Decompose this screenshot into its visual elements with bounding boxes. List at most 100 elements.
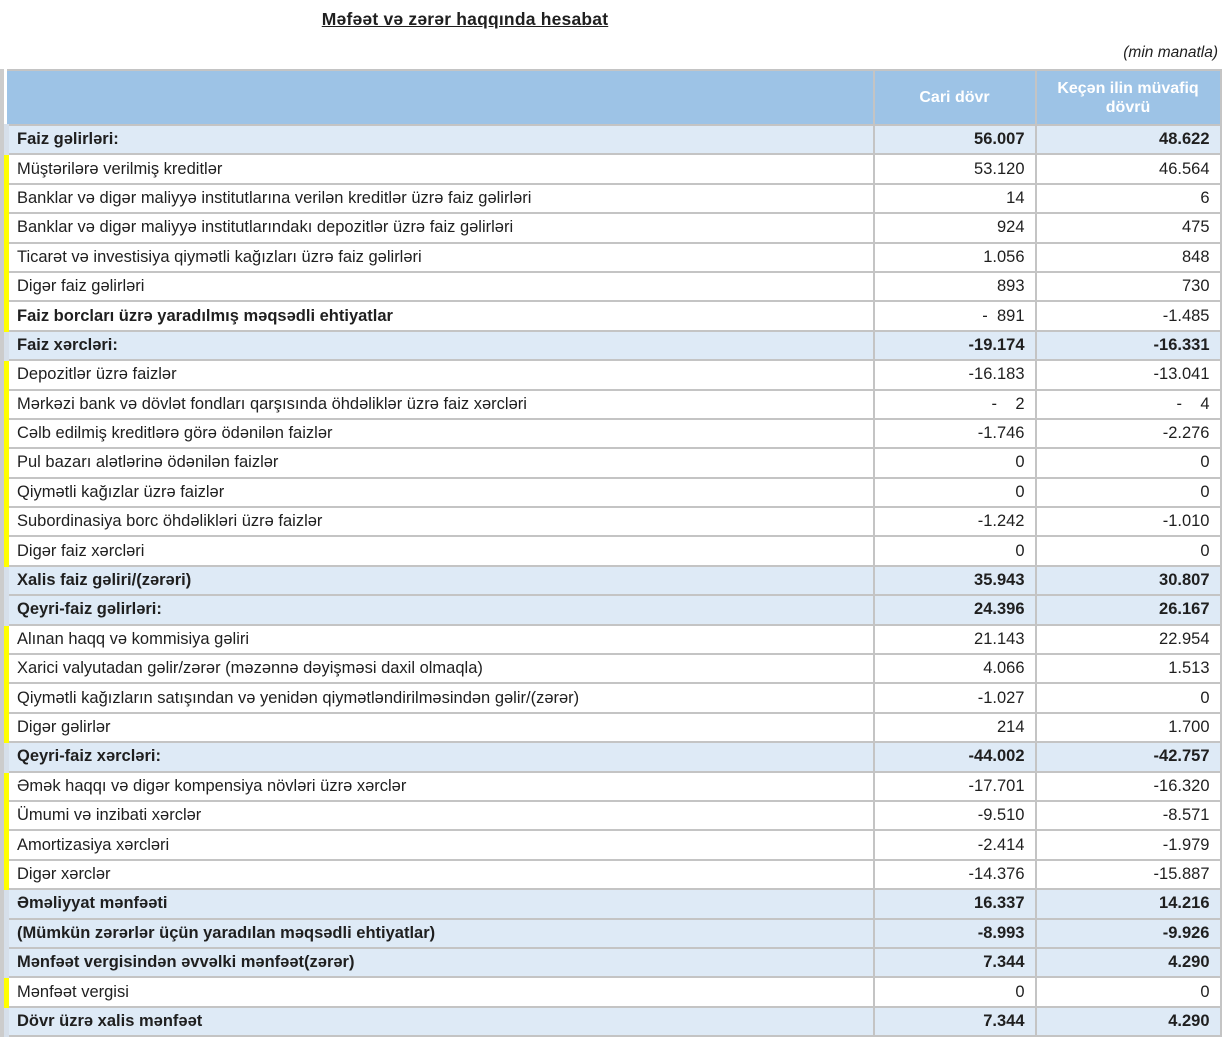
column-header-empty [6, 69, 875, 126]
row-label: Faiz gəlirləri: [4, 123, 875, 156]
row-label: Pul bazarı alətlərinə ödənilən faizlər [4, 447, 875, 479]
current-value: 53.120 [872, 153, 1037, 185]
table-row: Pul bazarı alətlərinə ödənilən faizlər 0… [4, 447, 1222, 479]
current-value: 1.056 [872, 241, 1037, 273]
row-label: Banklar və digər maliyyə institutlarında… [4, 212, 875, 244]
current-value: -44.002 [872, 741, 1037, 773]
row-label: Mənfəət vergisindən əvvəlki mənfəət(zərə… [4, 946, 875, 979]
previous-value: -16.320 [1034, 770, 1222, 802]
previous-value: 4.290 [1034, 1005, 1222, 1038]
row-label: Dövr üzrə xalis mənfəət [4, 1005, 875, 1038]
previous-value: 6 [1034, 182, 1222, 215]
previous-value: 475 [1034, 212, 1222, 244]
table-row: Dövr üzrə xalis mənfəət 7.344 4.290 [4, 1005, 1222, 1038]
table-row: Qiymətli kağızlar üzrə faizlər 0 0 [4, 476, 1222, 509]
previous-value: -1.485 [1034, 300, 1222, 332]
table-row: Əmək haqqı və digər kompensiya növləri ü… [4, 770, 1222, 802]
table-row: Amortizasiya xərcləri -2.414 -1.979 [4, 829, 1222, 861]
previous-value: -1.010 [1034, 506, 1222, 538]
row-label: Müştərilərə verilmiş kreditlər [4, 153, 875, 185]
row-label: Faiz xərcləri: [4, 329, 875, 362]
current-value: 924 [872, 212, 1037, 244]
previous-value: 0 [1034, 682, 1222, 714]
table-row: Faiz gəlirləri: 56.007 48.622 [4, 123, 1222, 156]
previous-value: -16.331 [1034, 329, 1222, 362]
row-label: Xarici valyutadan gəlir/zərər (məzənnə d… [4, 653, 875, 685]
row-label: Qiymətli kağızlar üzrə faizlər [4, 476, 875, 509]
row-label: Əmək haqqı və digər kompensiya növləri ü… [4, 770, 875, 802]
table-row: Ticarət və investisiya qiymətli kağızlar… [4, 241, 1222, 273]
previous-value: 0 [1034, 976, 1222, 1008]
previous-value: -9.926 [1034, 917, 1222, 949]
previous-value: 848 [1034, 241, 1222, 273]
row-label: Depozitlər üzrə faizlər [4, 359, 875, 391]
previous-value: 30.807 [1034, 564, 1222, 597]
table-row: Xarici valyutadan gəlir/zərər (məzənnə d… [4, 653, 1222, 685]
previous-value: 1.513 [1034, 653, 1222, 685]
previous-value: 1.700 [1034, 711, 1222, 744]
row-label: Qeyri-faiz xərcləri: [4, 741, 875, 773]
table: Cari dövr Keçən ilin müvafiq dövrü Faiz … [4, 69, 1222, 1038]
current-value: 893 [872, 270, 1037, 303]
table-row: Depozitlər üzrə faizlər -16.183 -13.041 [4, 359, 1222, 391]
table-row: Banklar və digər maliyyə institutlarına … [4, 182, 1222, 215]
previous-value: 0 [1034, 535, 1222, 567]
table-row: Subordinasiya borc öhdəlikləri üzrə faiz… [4, 506, 1222, 538]
table-row: Qeyri-faiz xərcləri: -44.002 -42.757 [4, 741, 1222, 773]
row-label: Digər faiz xərcləri [4, 535, 875, 567]
previous-value: - 4 [1034, 388, 1222, 420]
table-row: Müştərilərə verilmiş kreditlər 53.120 46… [4, 153, 1222, 185]
table-row: Faiz xərcləri: -19.174 -16.331 [4, 329, 1222, 362]
profit-loss-table: Cari dövr Keçən ilin müvafiq dövrü Faiz … [0, 69, 1222, 1038]
row-label: Mənfəət vergisi [4, 976, 875, 1008]
current-value: 16.337 [872, 888, 1037, 920]
table-row: Ümumi və inzibati xərclər -9.510 -8.571 [4, 799, 1222, 832]
current-value: -2.414 [872, 829, 1037, 861]
current-value: 7.344 [872, 1005, 1037, 1038]
current-value: 0 [872, 535, 1037, 567]
current-value: 0 [872, 976, 1037, 1008]
table-row: Alınan haqq və kommisiya gəliri 21.143 2… [4, 623, 1222, 656]
current-value: - 2 [872, 388, 1037, 420]
current-value: -1.242 [872, 506, 1037, 538]
current-value: 0 [872, 476, 1037, 509]
row-label: Cəlb edilmiş kreditlərə görə ödənilən fa… [4, 417, 875, 450]
previous-value: 22.954 [1034, 623, 1222, 656]
table-row: Digər faiz xərcləri 0 0 [4, 535, 1222, 567]
table-body: Faiz gəlirləri: 56.007 48.622 Müştərilər… [4, 123, 1222, 1038]
table-row: Xalis faiz gəliri/(zərəri) 35.943 30.807 [4, 564, 1222, 597]
row-label: Qiymətli kağızların satışından və yenidə… [4, 682, 875, 714]
row-label: Digər xərclər [4, 858, 875, 891]
table-row: Mənfəət vergisindən əvvəlki mənfəət(zərə… [4, 946, 1222, 979]
row-label: Digər faiz gəlirləri [4, 270, 875, 303]
current-value: 7.344 [872, 946, 1037, 979]
row-label: Subordinasiya borc öhdəlikləri üzrə faiz… [4, 506, 875, 538]
row-label: Alınan haqq və kommisiya gəliri [4, 623, 875, 656]
row-label: Banklar və digər maliyyə institutlarına … [4, 182, 875, 215]
previous-value: 4.290 [1034, 946, 1222, 979]
current-value: -16.183 [872, 359, 1037, 391]
current-value: 35.943 [872, 564, 1037, 597]
previous-value: -15.887 [1034, 858, 1222, 891]
page-title: Məfəət və zərər haqqında hesabat [321, 9, 609, 29]
current-value: -14.376 [872, 858, 1037, 891]
previous-value: -2.276 [1034, 417, 1222, 450]
previous-value: 730 [1034, 270, 1222, 303]
table-header: Cari dövr Keçən ilin müvafiq dövrü [6, 69, 1222, 126]
header-row: Cari dövr Keçən ilin müvafiq dövrü [6, 69, 1222, 126]
current-value: 0 [872, 447, 1037, 479]
current-value: - 891 [872, 300, 1037, 332]
row-label: Digər gəlirlər [4, 711, 875, 744]
current-value: 14 [872, 182, 1037, 215]
previous-value: 0 [1034, 447, 1222, 479]
table-row: Qeyri-faiz gəlirləri: 24.396 26.167 [4, 594, 1222, 626]
table-row: Digər faiz gəlirləri 893 730 [4, 270, 1222, 303]
table-row: Mərkəzi bank və dövlət fondları qarşısın… [4, 388, 1222, 420]
table-row: Banklar və digər maliyyə institutlarında… [4, 212, 1222, 244]
previous-value: 14.216 [1034, 888, 1222, 920]
table-row: Digər gəlirlər 214 1.700 [4, 711, 1222, 744]
previous-value: -13.041 [1034, 359, 1222, 391]
column-header-previous-period: Keçən ilin müvafiq dövrü [1034, 69, 1222, 126]
table-row: Əməliyyat mənfəəti 16.337 14.216 [4, 888, 1222, 920]
